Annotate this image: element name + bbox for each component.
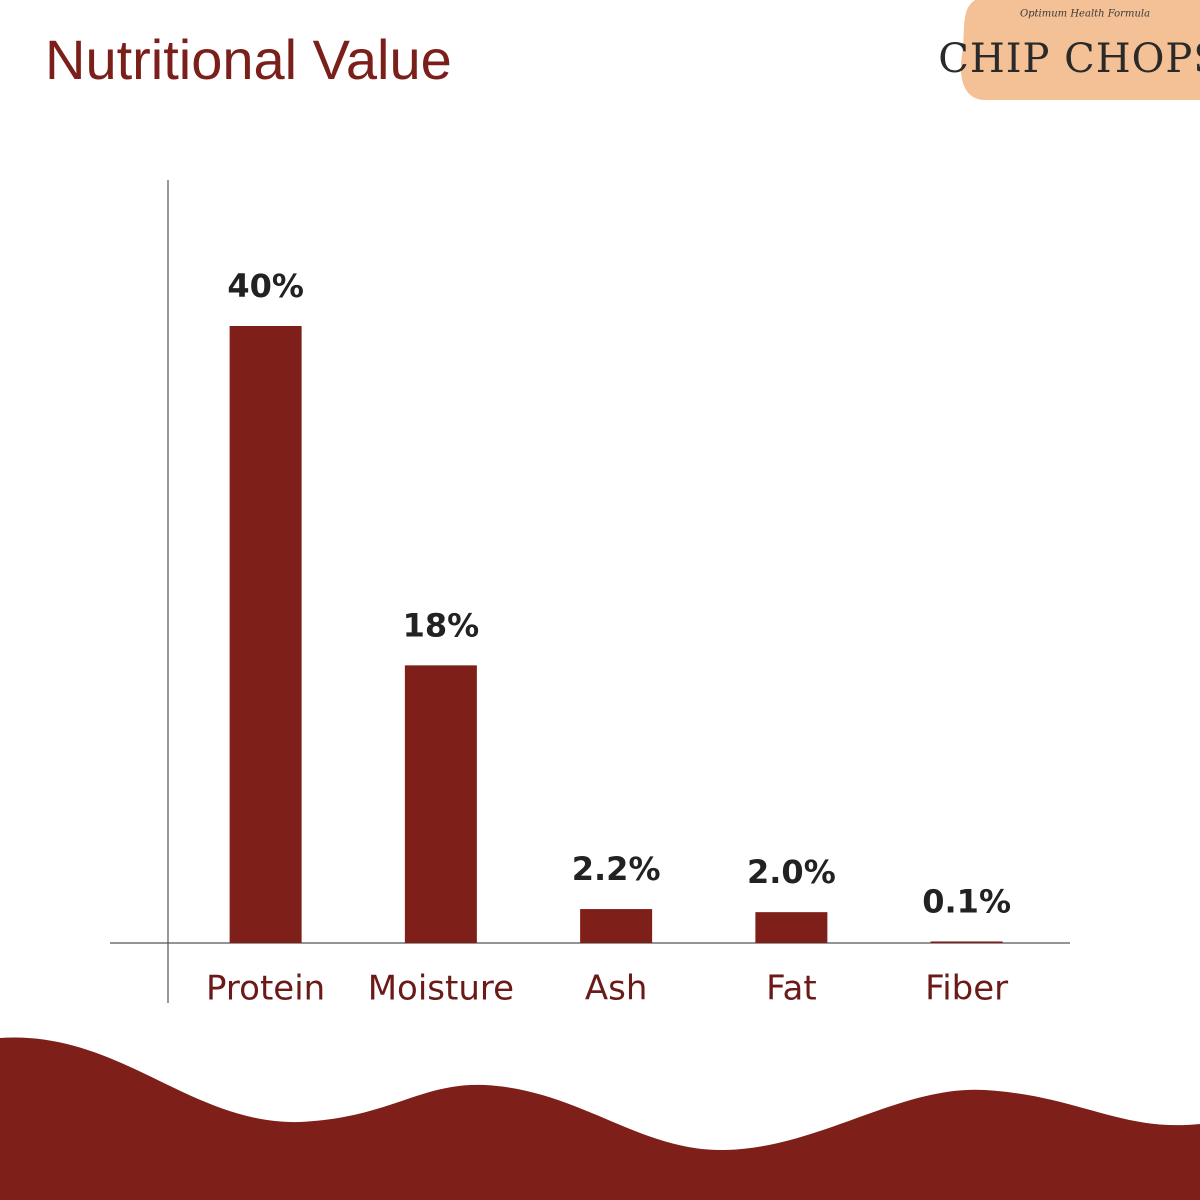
x-tick-label: Protein xyxy=(206,969,325,1009)
bar xyxy=(404,665,477,943)
bar xyxy=(580,909,653,943)
x-tick-label: Ash xyxy=(585,969,648,1009)
logo-badge xyxy=(960,0,1200,100)
x-tick-label: Fat xyxy=(766,969,817,1009)
chart-title: Nutritional Value xyxy=(45,28,452,91)
bar xyxy=(930,941,1003,943)
value-label: 2.0% xyxy=(747,853,836,891)
x-tick-label: Moisture xyxy=(368,969,514,1009)
value-label: 0.1% xyxy=(922,882,1011,920)
bar xyxy=(229,326,302,943)
logo-name: CHIP CHOPS xyxy=(938,36,1200,82)
value-label: 40% xyxy=(227,267,304,305)
x-tick-label: Fiber xyxy=(925,969,1008,1009)
logo-tagline: Optimum Health Formula xyxy=(1020,9,1150,20)
value-label: 18% xyxy=(403,606,480,644)
bar xyxy=(755,912,828,943)
footer-wave xyxy=(0,1037,1200,1200)
value-label: 2.2% xyxy=(572,850,661,888)
